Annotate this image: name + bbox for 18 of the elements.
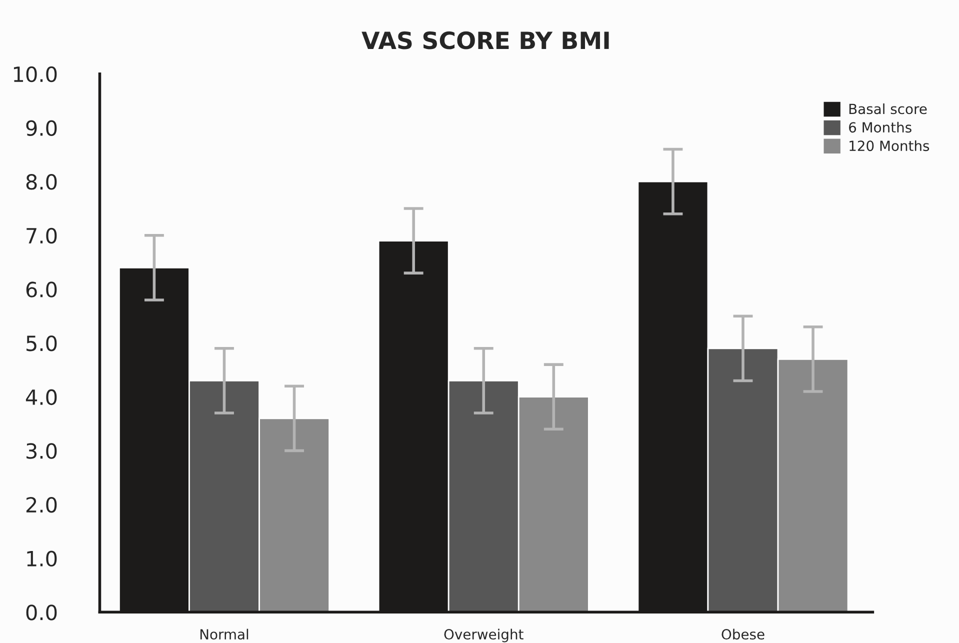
y-tick-label: 9.0	[26, 120, 57, 136]
x-tick-label: Normal	[200, 628, 248, 640]
y-tick-label: 3.0	[26, 443, 57, 459]
y-tick-label: 7.0	[26, 228, 57, 244]
y-tick-label: 8.0	[26, 174, 57, 190]
x-tick-label: Obese	[722, 628, 764, 640]
y-tick-label: 6.0	[26, 282, 57, 298]
y-tick-label: 10.0	[14, 66, 57, 82]
legend-label: Basal score	[849, 103, 927, 114]
legend-label: 120 Months	[850, 140, 930, 152]
x-tick-label: Overweight	[444, 628, 524, 642]
y-tick-label: 2.0	[26, 496, 57, 513]
y-tick-label: 1.0	[27, 550, 57, 567]
chart-title: VAS SCORE BY BMI	[362, 31, 609, 50]
legend-label: 6 Months	[849, 122, 912, 133]
y-tick-label: 5.0	[26, 335, 57, 352]
y-tick-label: 4.0	[26, 389, 57, 406]
y-tick-label: 0.0	[26, 604, 57, 620]
